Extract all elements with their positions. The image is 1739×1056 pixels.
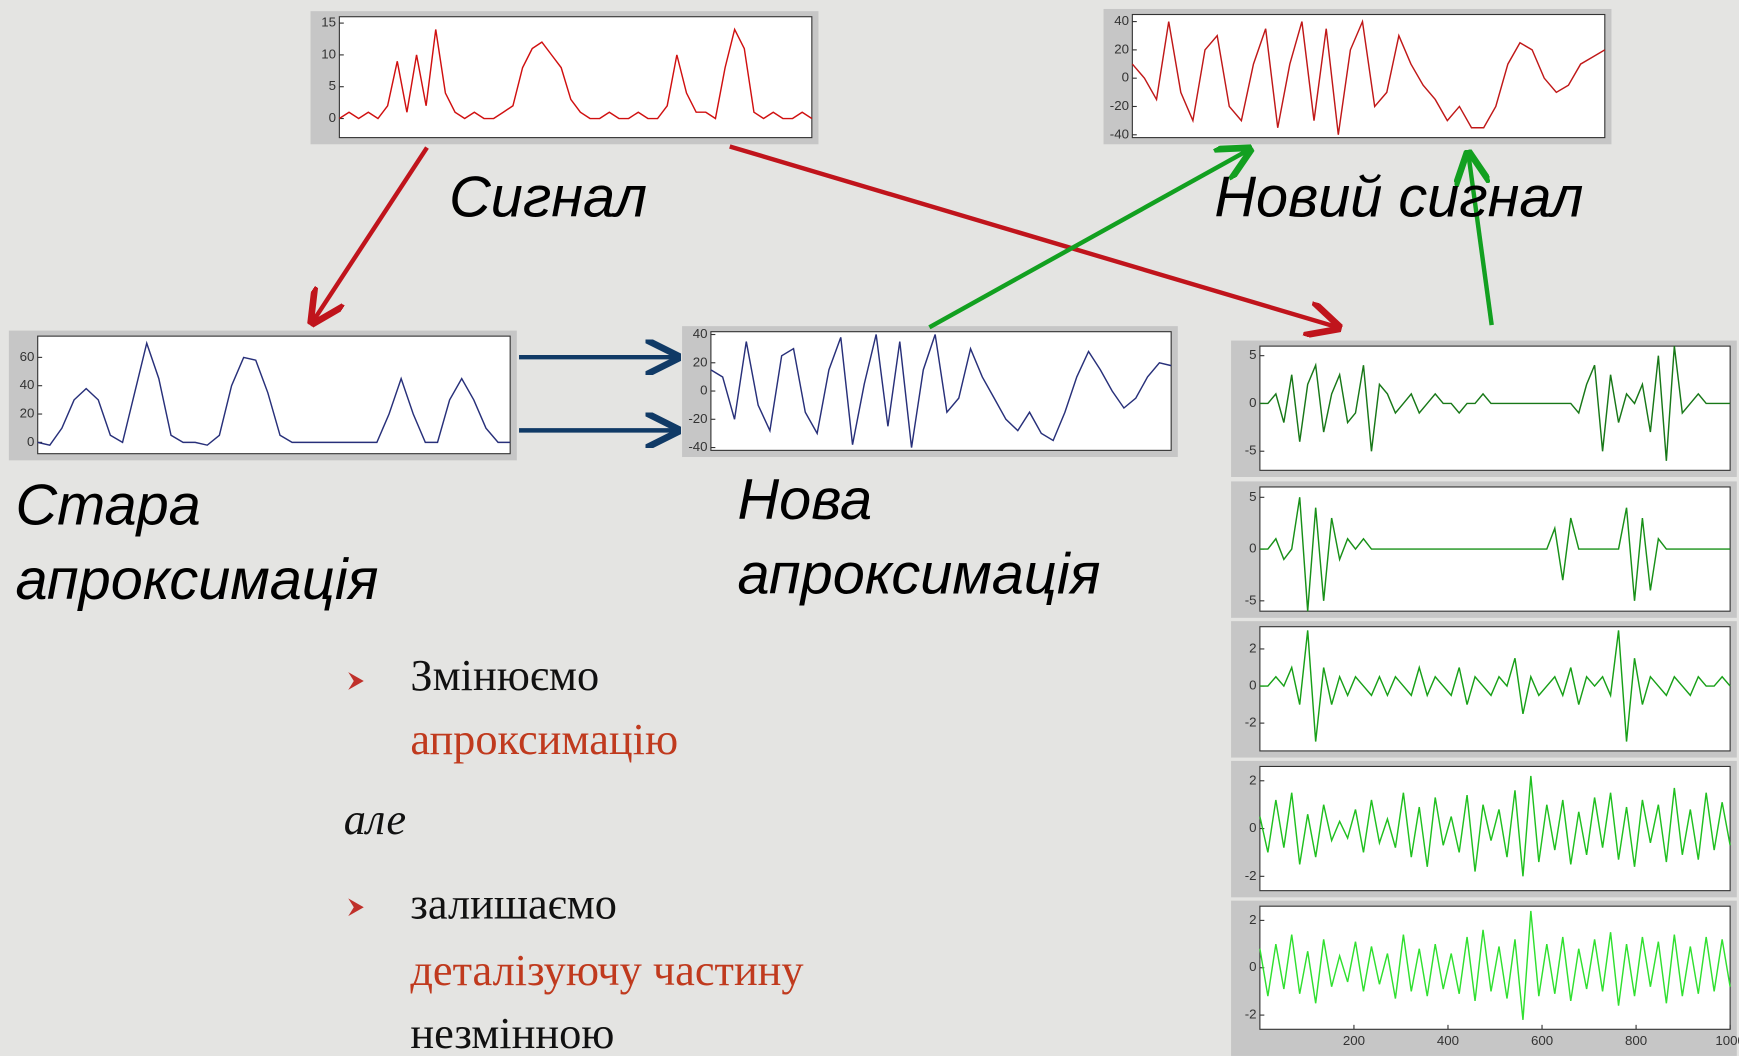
y-tick-label: 5 [1249, 347, 1256, 362]
plot-area [37, 335, 511, 455]
label: апроксимація [738, 542, 1101, 606]
bullet-text: апроксимацію [410, 714, 678, 764]
bullet-text: незмінною [410, 1008, 614, 1056]
y-tick-label: -5 [1245, 443, 1257, 458]
y-tick-label: -20 [1110, 98, 1129, 113]
y-tick-label: 0 [329, 110, 336, 125]
bullet-text: залишаємо [410, 878, 617, 928]
plot-area [1259, 626, 1731, 752]
signal-line [1131, 18, 1606, 135]
bullet-marker [348, 672, 364, 690]
y-tick-label: 20 [20, 406, 35, 421]
signal-line [1259, 630, 1731, 742]
bullet-text: деталізуючу частину [410, 945, 803, 995]
bullet-text: Змінюємо [410, 650, 599, 700]
arrow [1468, 154, 1494, 326]
arrow [729, 144, 1338, 327]
signal-line [1259, 346, 1731, 461]
x-tick-label: 400 [1437, 1033, 1459, 1048]
y-tick-label: 40 [693, 326, 708, 341]
label: Новий сигнал [1214, 165, 1583, 229]
y-tick-label: 40 [20, 377, 35, 392]
signal-line [1259, 775, 1731, 877]
y-tick-label: 20 [693, 354, 708, 369]
y-tick-label: 0 [27, 434, 34, 449]
y-tick-label: 5 [329, 78, 336, 93]
signal-line [37, 340, 511, 446]
y-tick-label: -2 [1245, 1007, 1257, 1022]
plot-area [1259, 345, 1731, 471]
bullet-marker [348, 898, 364, 917]
label: Стара [16, 474, 201, 538]
plot-area [1131, 13, 1606, 139]
y-tick-label: 0 [1249, 678, 1256, 693]
x-tick-label: 600 [1531, 1033, 1553, 1048]
arrow [928, 150, 1248, 330]
label: Сигнал [449, 165, 647, 229]
y-tick-label: 0 [1249, 959, 1256, 974]
y-tick-label: 15 [321, 15, 336, 30]
y-tick-label: -2 [1245, 868, 1257, 883]
plot-area [710, 331, 1172, 451]
y-tick-label: 40 [1114, 13, 1129, 28]
y-tick-label: -40 [688, 439, 707, 454]
arrows [313, 144, 1494, 430]
arrow [313, 146, 429, 322]
x-tick-label: 1000 [1715, 1033, 1739, 1048]
y-tick-label: 2 [1249, 640, 1256, 655]
plot-area [338, 16, 813, 139]
x-tick-label: 200 [1343, 1033, 1365, 1048]
y-tick-label: 0 [1249, 820, 1256, 835]
y-tick-label: -5 [1245, 592, 1257, 607]
bullet-text: але [344, 794, 406, 844]
y-tick-label: 0 [1249, 395, 1256, 410]
y-tick-label: 10 [321, 46, 336, 61]
signal-line [1259, 910, 1731, 1020]
y-tick-label: 5 [1249, 489, 1256, 504]
plot-area [1259, 765, 1731, 892]
y-tick-label: 20 [1114, 41, 1129, 56]
y-tick-label: 2 [1249, 912, 1256, 927]
y-tick-label: 0 [1122, 70, 1129, 85]
charts: 051015-40-20020400204060-40-2002040-505-… [8, 8, 1739, 1056]
x-tick-label: 800 [1625, 1033, 1647, 1048]
y-tick-label: 0 [700, 383, 707, 398]
y-tick-label: 60 [20, 349, 35, 364]
label: Нова [738, 468, 873, 532]
y-tick-label: 2 [1249, 772, 1256, 787]
y-tick-label: -20 [688, 411, 707, 426]
signal-line [338, 27, 813, 120]
y-tick-label: -40 [1110, 126, 1129, 141]
y-tick-label: -2 [1245, 715, 1257, 730]
y-tick-label: 0 [1249, 541, 1256, 556]
label: апроксимація [16, 548, 379, 612]
signal-line [710, 334, 1172, 448]
signal-line [1259, 497, 1731, 612]
